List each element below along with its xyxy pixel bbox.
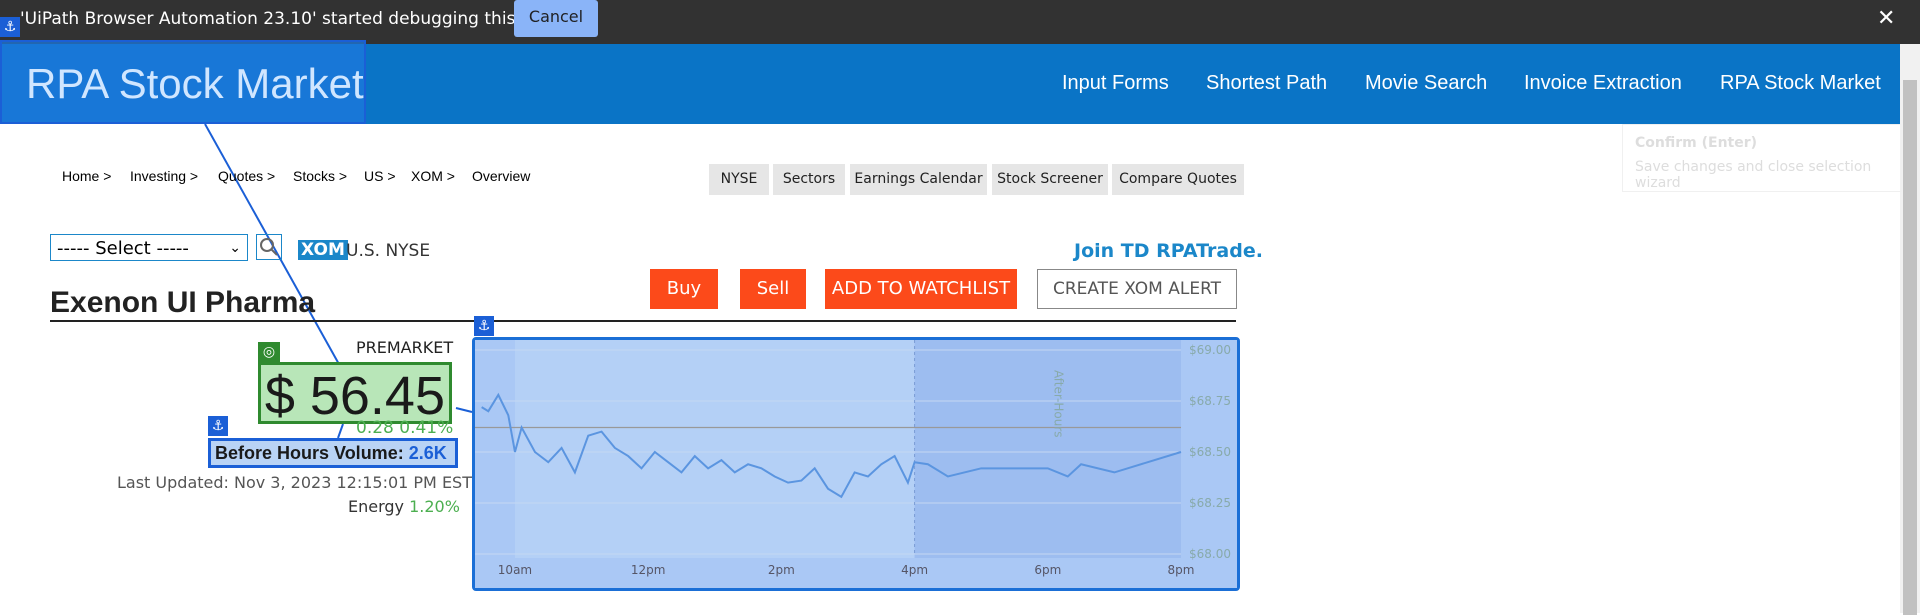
ticker-exchange: U.S. NYSE <box>346 241 431 261</box>
y-tick-label: $69.00 <box>1189 343 1231 357</box>
nav-rpa-stock-market[interactable]: RPA Stock Market <box>1720 72 1881 94</box>
debug-bar: 'UiPath Browser Automation 23.10' starte… <box>0 0 1920 44</box>
crumb-stocks[interactable]: Stocks > <box>293 168 348 184</box>
symbol-select[interactable]: ----- Select ----- ⌄ <box>50 234 248 261</box>
x-tick-label: 10am <box>498 563 532 577</box>
volume-label: Before Hours Volume: <box>215 443 404 463</box>
cancel-debug-button[interactable]: Cancel <box>514 0 598 37</box>
price-series-line <box>481 392 1182 499</box>
search-icon <box>260 238 278 256</box>
price-chart: $69.00 $68.75 $68.50 $68.25 $68.00 After-Hour… <box>472 337 1240 591</box>
price-change: 0.28 0.41% <box>356 418 454 438</box>
session-label: PREMARKET <box>356 338 454 357</box>
after-hours-label: After-Hours <box>1052 370 1066 438</box>
y-tick-label: $68.75 <box>1189 394 1231 408</box>
anchor-icon: ⚓ <box>0 17 20 37</box>
anchor-icon: ⚓ <box>474 316 494 336</box>
tab-stock-screener[interactable]: Stock Screener <box>992 164 1108 195</box>
y-tick-label: $68.50 <box>1189 445 1231 459</box>
scrollbar[interactable] <box>1900 44 1920 615</box>
before-hours-volume: Before Hours Volume: 2.6K <box>208 438 458 468</box>
sector-info: Energy 1.20% <box>348 497 460 516</box>
search-button[interactable] <box>256 234 282 260</box>
confirm-desc: Save changes and close selection wizard <box>1635 159 1872 191</box>
sell-button[interactable]: Sell <box>740 269 806 309</box>
tab-compare-quotes[interactable]: Compare Quotes <box>1112 164 1244 195</box>
tab-earnings-calendar[interactable]: Earnings Calendar <box>850 164 987 195</box>
crumb-xom[interactable]: XOM > <box>411 168 455 184</box>
confirm-tooltip: Confirm (Enter) Save changes and close s… <box>1622 124 1902 192</box>
promo-link[interactable]: Join TD RPATrade. <box>1074 240 1263 262</box>
nav-shortest-path[interactable]: Shortest Path <box>1206 72 1328 94</box>
select-value: ----- Select ----- <box>57 238 189 259</box>
chevron-down-icon: ⌄ <box>229 240 241 256</box>
brand-logo-text[interactable]: RPA Stock Market <box>0 40 366 124</box>
sector-change: 1.20% <box>409 497 460 516</box>
nav-invoice-extraction[interactable]: Invoice Extraction <box>1524 72 1682 94</box>
nav-input-forms[interactable]: Input Forms <box>1062 72 1169 94</box>
divider <box>50 320 1236 322</box>
tab-nyse[interactable]: NYSE <box>709 164 769 195</box>
x-tick-label: 12pm <box>631 563 666 577</box>
volume-value: 2.6K <box>408 443 447 463</box>
after-hours-band <box>914 340 1181 558</box>
confirm-title: Confirm (Enter) <box>1635 135 1758 151</box>
company-name: Exenon UI Pharma <box>50 286 316 319</box>
y-tick-label: $68.25 <box>1189 496 1231 510</box>
x-tick-label: 4pm <box>901 563 928 577</box>
scrollbar-thumb[interactable] <box>1903 80 1917 615</box>
tab-sectors[interactable]: Sectors <box>773 164 845 195</box>
crumb-home[interactable]: Home > <box>62 168 112 184</box>
x-tick-label: 6pm <box>1034 563 1061 577</box>
buy-button[interactable]: Buy <box>650 269 718 309</box>
nav-movie-search[interactable]: Movie Search <box>1365 72 1488 94</box>
last-updated: Last Updated: Nov 3, 2023 12:15:01 PM ES… <box>117 473 472 492</box>
price-chart-svg: $69.00 $68.75 $68.50 $68.25 $68.00 After-Hour… <box>475 340 1237 588</box>
crumb-investing[interactable]: Investing > <box>130 168 199 184</box>
create-alert-button[interactable]: CREATE XOM ALERT <box>1037 269 1237 309</box>
crumb-us[interactable]: US > <box>364 168 396 184</box>
debug-message: 'UiPath Browser Automation 23.10' starte… <box>20 9 589 29</box>
crumb-overview: Overview <box>472 168 531 184</box>
close-icon[interactable]: ✕ <box>1877 6 1896 31</box>
add-to-watchlist-button[interactable]: ADD TO WATCHLIST <box>825 269 1017 309</box>
x-tick-label: 8pm <box>1168 563 1195 577</box>
x-tick-label: 2pm <box>768 563 795 577</box>
sector-name: Energy <box>348 497 405 516</box>
anchor-icon: ⚓ <box>208 416 228 436</box>
y-tick-label: $68.00 <box>1189 547 1231 561</box>
stock-price: $ 56.45 <box>258 362 452 426</box>
target-icon: ◎ <box>258 342 280 362</box>
crumb-quotes[interactable]: Quotes > <box>218 168 276 184</box>
market-hours-band <box>514 340 915 558</box>
ticker-symbol: XOM <box>298 240 348 260</box>
